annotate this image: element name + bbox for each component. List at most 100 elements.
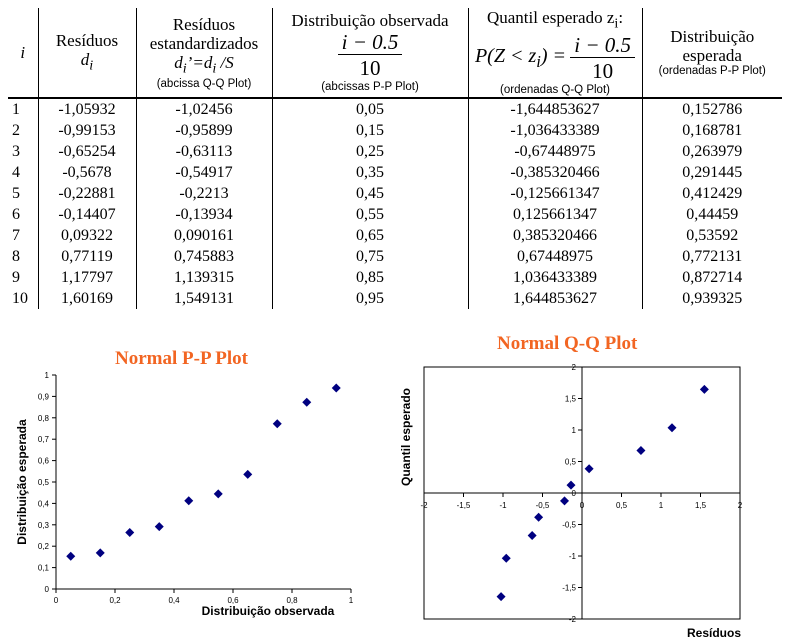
y-axis-label: Quantil esperado bbox=[399, 388, 413, 486]
cell-residuo: -1,05932 bbox=[37, 98, 136, 121]
data-point bbox=[584, 464, 594, 474]
cell-residuo: -0,22881 bbox=[37, 183, 136, 205]
cell-distribuicao-observada: 0,75 bbox=[271, 246, 468, 268]
table-row: 3 -0,65254 -0,63113 0,25 -0,67448975 0,263979 bbox=[8, 141, 782, 163]
data-point bbox=[667, 423, 677, 433]
data-point bbox=[566, 480, 576, 490]
x-tick-label: -2 bbox=[420, 501, 428, 510]
y-tick-label: 0,2 bbox=[38, 542, 50, 551]
cell-quantil-esperado: 0,125661347 bbox=[467, 204, 642, 226]
data-point bbox=[213, 489, 223, 499]
cell-row-index: 3 bbox=[12, 142, 20, 160]
data-point bbox=[534, 512, 544, 522]
data-point bbox=[272, 419, 282, 429]
table-body: 1 -1,05932 -1,02456 0,05 -1,644853627 0,15278… bbox=[8, 98, 782, 310]
table-row: 8 0,77119 0,745883 0,75 0,67448975 0,772131 bbox=[8, 246, 782, 268]
cell-distribuicao-observada: 0,65 bbox=[271, 225, 468, 247]
y-tick-label: 0,1 bbox=[38, 564, 50, 573]
y-tick-label: 0,6 bbox=[38, 457, 50, 466]
header-distribuicao-observada: Distribuição observada i − 0.5 10 (abcis… bbox=[271, 8, 468, 100]
cell-quantil-esperado: 1,036433389 bbox=[467, 267, 642, 289]
data-point bbox=[125, 528, 135, 538]
cell-row-index: 2 bbox=[12, 121, 20, 139]
x-tick-label: 1 bbox=[349, 596, 354, 605]
observed-fraction: i − 0.5 10 bbox=[337, 30, 403, 81]
header-residuos: Resíduos di bbox=[37, 8, 136, 100]
y-tick-label: 1 bbox=[572, 426, 577, 435]
qq-plot-title: Normal Q-Q Plot bbox=[497, 333, 638, 354]
cell-residuo-estandardizado: -0,54917 bbox=[135, 162, 272, 184]
y-tick-label: 0,9 bbox=[38, 392, 50, 401]
y-tick-label: -2 bbox=[569, 615, 577, 624]
table-header-row: i Resíduos di Resíduos estandardizados d… bbox=[8, 8, 782, 100]
cell-residuo-estandardizado: -0,63113 bbox=[135, 141, 272, 163]
cell-residuo-estandardizado: -0,2213 bbox=[135, 183, 272, 205]
cell-residuo: 0,09322 bbox=[37, 225, 136, 247]
y-tick-label: -1,5 bbox=[562, 584, 576, 593]
cell-quantil-esperado: -1,644853627 bbox=[467, 98, 642, 121]
y-tick-label: 0,7 bbox=[38, 435, 50, 444]
cell-residuo: -0,5678 bbox=[37, 162, 136, 184]
data-point bbox=[527, 530, 537, 540]
x-tick-label: 0,8 bbox=[286, 596, 298, 605]
x-tick-label: 0 bbox=[580, 501, 585, 510]
cell-distribuicao-esperada: 0,412429 bbox=[641, 183, 782, 205]
x-tick-label: 0,6 bbox=[227, 596, 239, 605]
cell-row-index: 10 bbox=[12, 289, 28, 307]
header-distribuicao-esperada: Distribuição esperada (ordenadas P-P Plo… bbox=[641, 8, 782, 100]
cell-residuo: -0,65254 bbox=[37, 141, 136, 163]
cell-quantil-esperado: -0,125661347 bbox=[467, 183, 642, 205]
cell-distribuicao-observada: 0,25 bbox=[271, 141, 468, 163]
x-tick-label: 0,5 bbox=[616, 501, 628, 510]
cell-residuo: -0,14407 bbox=[37, 204, 136, 226]
y-axis-label: Distribuição esperada bbox=[15, 419, 29, 545]
x-tick-label: -0,5 bbox=[536, 501, 550, 510]
data-point bbox=[496, 592, 506, 602]
cell-distribuicao-observada: 0,45 bbox=[271, 183, 468, 205]
x-tick-label: -1 bbox=[499, 501, 507, 510]
cell-distribuicao-esperada: 0,44459 bbox=[641, 204, 782, 226]
cell-distribuicao-observada: 0,55 bbox=[271, 204, 468, 226]
cell-distribuicao-esperada: 0,263979 bbox=[641, 141, 782, 163]
cell-residuo-estandardizado: 1,549131 bbox=[135, 288, 272, 310]
cell-distribuicao-observada: 0,35 bbox=[271, 162, 468, 184]
y-tick-label: 0,8 bbox=[38, 414, 50, 423]
data-point bbox=[66, 551, 76, 561]
y-tick-label: 1 bbox=[45, 371, 50, 380]
y-tick-label: -0,5 bbox=[562, 521, 576, 530]
header-i: i bbox=[8, 8, 38, 100]
cell-distribuicao-esperada: 0,772131 bbox=[641, 246, 782, 268]
table-row: 4 -0,5678 -0,54917 0,35 -0,385320466 0,291445 bbox=[8, 162, 782, 184]
cell-distribuicao-esperada: 0,152786 bbox=[641, 98, 782, 121]
cell-row-index: 6 bbox=[12, 205, 20, 223]
cell-quantil-esperado: -1,036433389 bbox=[467, 120, 642, 142]
data-point bbox=[636, 446, 646, 456]
cell-residuo: 1,17797 bbox=[37, 267, 136, 289]
header-quantil-esperado: Quantil esperado zi: P(Z < zi) = i − 0.5… bbox=[467, 8, 642, 100]
data-point bbox=[243, 469, 253, 479]
cell-quantil-esperado: -0,67448975 bbox=[467, 141, 642, 163]
x-tick-label: 1 bbox=[659, 501, 664, 510]
cell-distribuicao-esperada: 0,168781 bbox=[641, 120, 782, 142]
pp-plot: 0 0,1 0,2 0,3 0,4 0,5 0,6 0,7 0,8 0,9 1 0 0,2 0,4 0,6 0… bbox=[15, 371, 354, 618]
cell-distribuicao-esperada: 0,53592 bbox=[641, 225, 782, 247]
cell-row-index: 8 bbox=[12, 247, 20, 265]
cell-residuo-estandardizado: 1,139315 bbox=[135, 267, 272, 289]
cell-residuo-estandardizado: 0,745883 bbox=[135, 246, 272, 268]
table-row: 1 -1,05932 -1,02456 0,05 -1,644853627 0,15278… bbox=[8, 98, 782, 121]
data-point bbox=[699, 384, 709, 394]
header-residuos-estandardizados: Resíduos estandardizados di’=di /S (abci… bbox=[135, 8, 272, 100]
x-tick-label: 2 bbox=[738, 501, 743, 510]
data-point bbox=[95, 548, 105, 558]
cell-residuo: 0,77119 bbox=[37, 246, 136, 268]
y-tick-label: 0,5 bbox=[565, 458, 577, 467]
table-row: 2 -0,99153 -0,95899 0,15 -1,036433389 0,16878… bbox=[8, 120, 782, 142]
cell-distribuicao-observada: 0,95 bbox=[271, 288, 468, 310]
residuals-table: i Resíduos di Resíduos estandardizados d… bbox=[8, 8, 782, 310]
cell-distribuicao-esperada: 0,939325 bbox=[641, 288, 782, 310]
cell-residuo-estandardizado: -0,13934 bbox=[135, 204, 272, 226]
table-row: 9 1,17797 1,139315 0,85 1,036433389 0,872714 bbox=[8, 267, 782, 289]
x-axis-label: Distribuição observada bbox=[202, 604, 335, 618]
data-point bbox=[501, 553, 511, 563]
y-tick-label: 0 bbox=[45, 585, 50, 594]
